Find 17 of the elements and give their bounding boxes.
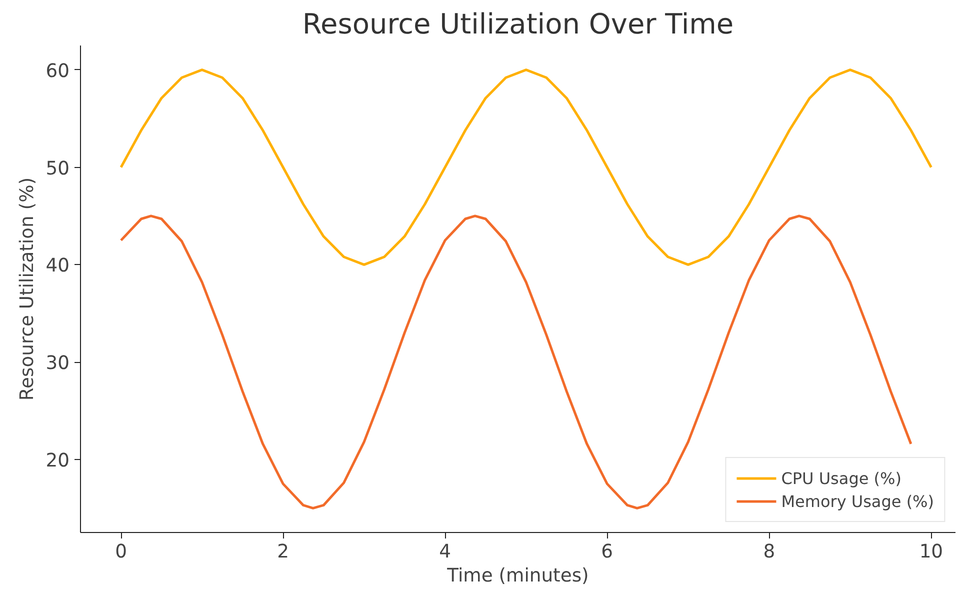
x-tick-label: 0 <box>115 542 127 562</box>
x-tick-label: 4 <box>439 542 452 562</box>
x-tick-label: 10 <box>919 542 944 562</box>
x-tick-label: 6 <box>601 542 614 562</box>
line-series <box>120 68 932 266</box>
x-tick-label: 2 <box>277 542 289 562</box>
x-axis-title: Time (minutes) <box>446 566 589 586</box>
chart-title: Resource Utilization Over Time <box>302 8 734 40</box>
y-tick-label: 40 <box>46 256 70 277</box>
y-tick-label: 50 <box>46 158 70 180</box>
y-axis-title: Resource Utilization (%) <box>16 177 38 401</box>
y-tick-label: 20 <box>46 450 70 472</box>
x-tick-label: 8 <box>763 542 776 562</box>
legend-label: Memory Usage (%) <box>781 492 934 510</box>
y-tick-label: 30 <box>46 353 70 374</box>
legend-label: CPU Usage (%) <box>781 468 902 488</box>
y-tick-label: 60 <box>46 60 70 82</box>
